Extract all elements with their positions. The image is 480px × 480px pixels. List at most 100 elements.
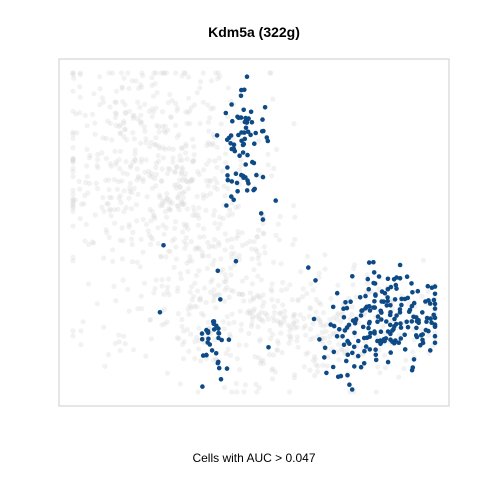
background-cell-point (153, 160, 160, 166)
background-cell-point (70, 191, 76, 197)
highlighted-cell-point (264, 135, 270, 140)
background-cell-point (256, 138, 262, 144)
background-cell-point (207, 141, 213, 147)
background-cell-point (178, 169, 185, 175)
background-cell-point (77, 70, 83, 76)
background-cell-point (101, 324, 107, 330)
background-cell-point (304, 253, 311, 259)
highlighted-cell-point (373, 352, 379, 358)
background-cell-point (158, 254, 164, 260)
background-cell-point (117, 348, 123, 354)
background-cell-point (116, 332, 122, 338)
background-cell-point (147, 317, 153, 323)
highlighted-cell-point (244, 188, 250, 193)
background-cell-point (191, 152, 197, 158)
background-cell-point (249, 281, 255, 287)
background-cell-point (219, 168, 225, 174)
background-cell-point (148, 241, 154, 247)
background-cell-point (113, 122, 119, 128)
background-cell-point (285, 322, 291, 328)
background-cell-point (129, 236, 135, 242)
background-cell-point (89, 239, 96, 245)
highlighted-cell-point (340, 334, 345, 339)
background-cell-point (174, 288, 181, 294)
background-cell-point (196, 171, 202, 177)
background-cell-point (294, 324, 300, 330)
highlighted-cell-point (240, 150, 246, 155)
background-cell-point (113, 111, 120, 117)
background-cell-point (382, 365, 388, 371)
highlighted-cell-point (381, 299, 387, 305)
background-cell-point (70, 196, 76, 202)
background-cell-point (171, 169, 177, 175)
background-cell-point (70, 187, 76, 193)
background-cell-point (129, 241, 135, 247)
background-cell-point (167, 91, 173, 98)
background-cell-point (419, 293, 425, 299)
background-cell-point (215, 70, 221, 76)
background-cell-point (78, 328, 84, 334)
background-cell-point (117, 148, 124, 154)
background-cell-point (303, 351, 309, 357)
background-cell-point (180, 341, 186, 347)
background-cell-point (161, 70, 167, 76)
background-cell-point (242, 382, 248, 388)
background-cell-point (103, 135, 109, 142)
background-cell-point (92, 212, 98, 218)
background-cell-point (257, 360, 263, 366)
background-cell-point (153, 164, 159, 171)
highlighted-cell-point (404, 274, 410, 280)
background-cell-point (175, 285, 181, 291)
background-cell-point (215, 225, 221, 231)
background-cell-point (169, 238, 176, 244)
background-cell-point (140, 249, 146, 255)
background-cell-point (211, 212, 217, 218)
background-cell-point (176, 132, 182, 138)
background-cell-point (227, 207, 233, 213)
background-cell-point (313, 309, 319, 315)
background-cell-point (167, 166, 173, 172)
background-cell-point (277, 311, 283, 317)
background-cell-point (256, 312, 262, 318)
background-cell-point (308, 306, 314, 312)
background-cell-point (173, 163, 180, 170)
highlighted-cell-point (367, 334, 373, 340)
background-cell-point (222, 247, 228, 253)
background-cell-point (210, 142, 216, 148)
background-cell-point (171, 182, 178, 188)
background-cell-point (221, 279, 227, 285)
background-cell-point (410, 349, 416, 355)
background-cell-point (203, 299, 209, 305)
background-cell-point (126, 224, 132, 230)
background-cell-point (238, 321, 244, 327)
background-cell-point (261, 361, 267, 367)
highlighted-cell-point (223, 110, 229, 116)
background-cell-point (375, 364, 381, 370)
background-cell-point (182, 245, 188, 251)
background-cell-point (221, 384, 228, 391)
background-cell-point (158, 253, 164, 259)
highlighted-cell-point (311, 316, 317, 322)
highlighted-cell-point (161, 243, 166, 248)
background-cell-point (153, 70, 159, 76)
background-cell-point (200, 99, 206, 105)
background-cell-point (174, 164, 180, 170)
background-cell-point (70, 205, 76, 211)
background-cell-point (163, 70, 169, 76)
background-cell-point (95, 185, 101, 192)
background-cell-point (132, 147, 138, 153)
background-cell-point (247, 311, 253, 317)
background-cell-point (143, 136, 149, 142)
highlighted-cell-point (432, 284, 438, 289)
background-cell-point (137, 104, 143, 110)
background-cell-point (174, 181, 180, 188)
background-cell-point (202, 285, 208, 291)
highlighted-cell-point (213, 351, 219, 356)
background-cell-point (125, 70, 131, 76)
background-cell-point (105, 352, 112, 358)
background-cell-point (204, 265, 210, 272)
highlighted-cell-point (378, 329, 384, 335)
background-cell-point (191, 208, 197, 214)
background-cell-point (339, 347, 345, 353)
background-cell-point (149, 185, 156, 191)
